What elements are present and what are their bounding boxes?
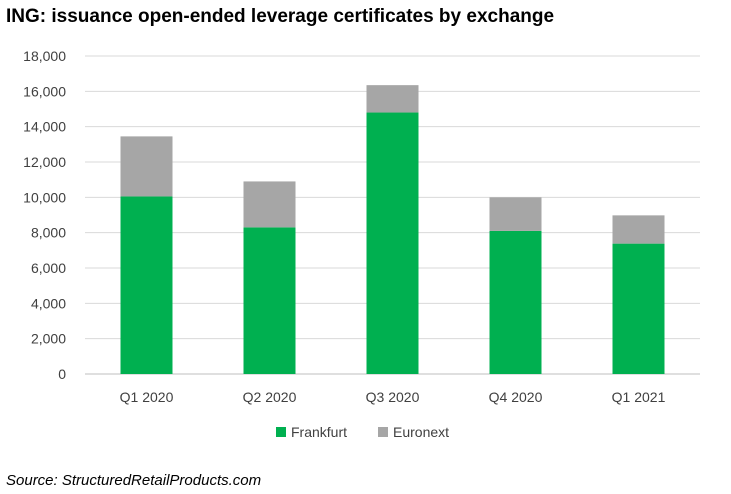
- x-tick-label: Q4 2020: [489, 389, 543, 405]
- y-tick-label: 14,000: [23, 119, 66, 135]
- chart-title: ING: issuance open-ended leverage certif…: [6, 6, 555, 27]
- bar-euronext-q1-2020: [120, 136, 173, 197]
- bar-euronext-q1-2021: [612, 215, 665, 244]
- bar-euronext-q4-2020: [489, 197, 542, 231]
- bar-frankfurt-q1-2020: [120, 196, 173, 374]
- bar-frankfurt-q3-2020: [366, 112, 419, 375]
- legend-label-euronext: Euronext: [393, 424, 449, 440]
- x-tick-label: Q2 2020: [243, 389, 297, 405]
- y-axis: 0 2,000 4,000 6,000 8,000 10,000 12,000 14,000 1…: [23, 48, 66, 382]
- y-tick-label: 2,000: [31, 331, 66, 347]
- x-axis: Q1 2020 Q2 2020 Q3 2020 Q4 2020 Q1 2021: [120, 389, 666, 405]
- source-note: Source: StructuredRetailProducts.com: [6, 472, 262, 489]
- legend-swatch-frankfurt: [276, 427, 286, 437]
- y-tick-label: 10,000: [23, 189, 66, 205]
- x-tick-label: Q1 2021: [612, 389, 666, 405]
- legend-swatch-euronext: [378, 427, 388, 437]
- x-tick-label: Q1 2020: [120, 389, 174, 405]
- x-tick-label: Q3 2020: [366, 389, 420, 405]
- bar-frankfurt-q4-2020: [489, 230, 542, 374]
- bar-euronext-q2-2020: [243, 181, 296, 228]
- y-tick-label: 18,000: [23, 48, 66, 64]
- legend-label-frankfurt: Frankfurt: [291, 424, 347, 440]
- y-tick-label: 4,000: [31, 295, 66, 311]
- bar-euronext-q3-2020: [366, 85, 419, 113]
- bar-frankfurt-q2-2020: [243, 227, 296, 374]
- y-tick-label: 0: [58, 366, 66, 382]
- y-tick-label: 16,000: [23, 83, 66, 99]
- bars: [120, 85, 665, 375]
- y-tick-label: 12,000: [23, 154, 66, 170]
- y-tick-label: 6,000: [31, 260, 66, 276]
- legend: Frankfurt Euronext: [276, 424, 449, 440]
- bar-frankfurt-q1-2021: [612, 243, 665, 374]
- y-tick-label: 8,000: [31, 225, 66, 241]
